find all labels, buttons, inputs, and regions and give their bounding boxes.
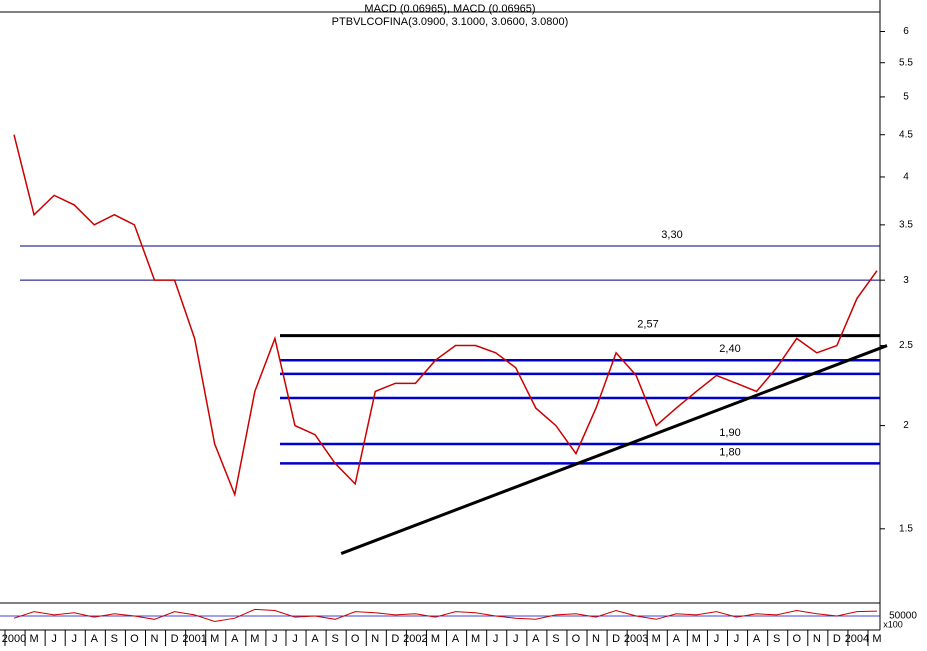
level-label: 2,40 bbox=[719, 343, 740, 355]
price-line bbox=[13, 134, 878, 498]
x-tick-label: J bbox=[734, 633, 740, 645]
x-tick-label: A bbox=[231, 633, 239, 645]
y-tick-label: 1.5 bbox=[899, 523, 913, 534]
level-label: 1,80 bbox=[719, 446, 740, 458]
x-tick-label: J bbox=[714, 633, 720, 645]
x-tick-label: N bbox=[371, 633, 379, 645]
x-tick-label: N bbox=[592, 633, 600, 645]
x-tick-label: S bbox=[331, 633, 338, 645]
x-tick-label: D bbox=[171, 633, 179, 645]
x-tick-label: O bbox=[792, 633, 801, 645]
x-tick-label: 2000 bbox=[2, 633, 26, 645]
x-tick-label: 2001 bbox=[182, 633, 206, 645]
x-tick-label: J bbox=[493, 633, 499, 645]
y-tick-label: 4 bbox=[903, 172, 909, 183]
x-tick-label: A bbox=[753, 633, 761, 645]
x-tick-label: N bbox=[151, 633, 159, 645]
y-tick-label: 3 bbox=[903, 275, 909, 286]
x-tick-label: D bbox=[833, 633, 841, 645]
x-tick-label: J bbox=[292, 633, 298, 645]
x-tick-label: D bbox=[612, 633, 620, 645]
x-tick-label: M bbox=[29, 633, 38, 645]
x-tick-label: O bbox=[351, 633, 360, 645]
indicator-unit: x100 bbox=[883, 619, 903, 629]
x-tick-label: A bbox=[673, 633, 681, 645]
y-tick-label: 3.5 bbox=[899, 219, 913, 230]
x-tick-label: M bbox=[250, 633, 259, 645]
x-tick-label: A bbox=[452, 633, 460, 645]
x-tick-label: M bbox=[471, 633, 480, 645]
indicator-line bbox=[13, 608, 878, 623]
y-tick-label: 2 bbox=[903, 420, 909, 431]
subtitle: MACD (0.06965), MACD (0.06965) bbox=[364, 3, 535, 15]
x-tick-label: M bbox=[652, 633, 661, 645]
y-tick-label: 4.5 bbox=[899, 129, 913, 140]
chart-title: PTBVLCOFINA(3.0900, 3.1000, 3.0600, 3.08… bbox=[332, 16, 569, 28]
level-label: 1,90 bbox=[719, 427, 740, 439]
level-label: 2,57 bbox=[637, 319, 658, 331]
y-tick-label: 5.5 bbox=[899, 57, 913, 68]
y-tick-label: 2.5 bbox=[899, 340, 913, 351]
x-tick-label: S bbox=[111, 633, 118, 645]
x-tick-label: M bbox=[692, 633, 701, 645]
trendline bbox=[340, 344, 888, 555]
x-tick-label: S bbox=[552, 633, 559, 645]
x-tick-label: 2003 bbox=[624, 633, 648, 645]
y-tick-label: 5 bbox=[903, 92, 909, 103]
x-tick-label: J bbox=[51, 633, 57, 645]
y-tick-label: 6 bbox=[903, 26, 909, 37]
x-tick-label: J bbox=[71, 633, 77, 645]
level-label: 3,30 bbox=[661, 229, 682, 241]
x-tick-label: 2004 bbox=[845, 633, 869, 645]
x-tick-label: 2002 bbox=[403, 633, 427, 645]
x-tick-label: A bbox=[91, 633, 99, 645]
x-tick-label: D bbox=[391, 633, 399, 645]
x-tick-label: O bbox=[572, 633, 581, 645]
x-tick-label: A bbox=[311, 633, 319, 645]
x-tick-label: J bbox=[272, 633, 278, 645]
x-tick-label: S bbox=[773, 633, 780, 645]
x-tick-label: J bbox=[513, 633, 519, 645]
x-tick-label: M bbox=[872, 633, 881, 645]
x-tick-label: O bbox=[130, 633, 139, 645]
x-tick-label: N bbox=[813, 633, 821, 645]
x-tick-label: M bbox=[431, 633, 440, 645]
x-tick-label: M bbox=[210, 633, 219, 645]
x-tick-label: A bbox=[532, 633, 540, 645]
indicator-label: 50000 bbox=[889, 611, 917, 622]
